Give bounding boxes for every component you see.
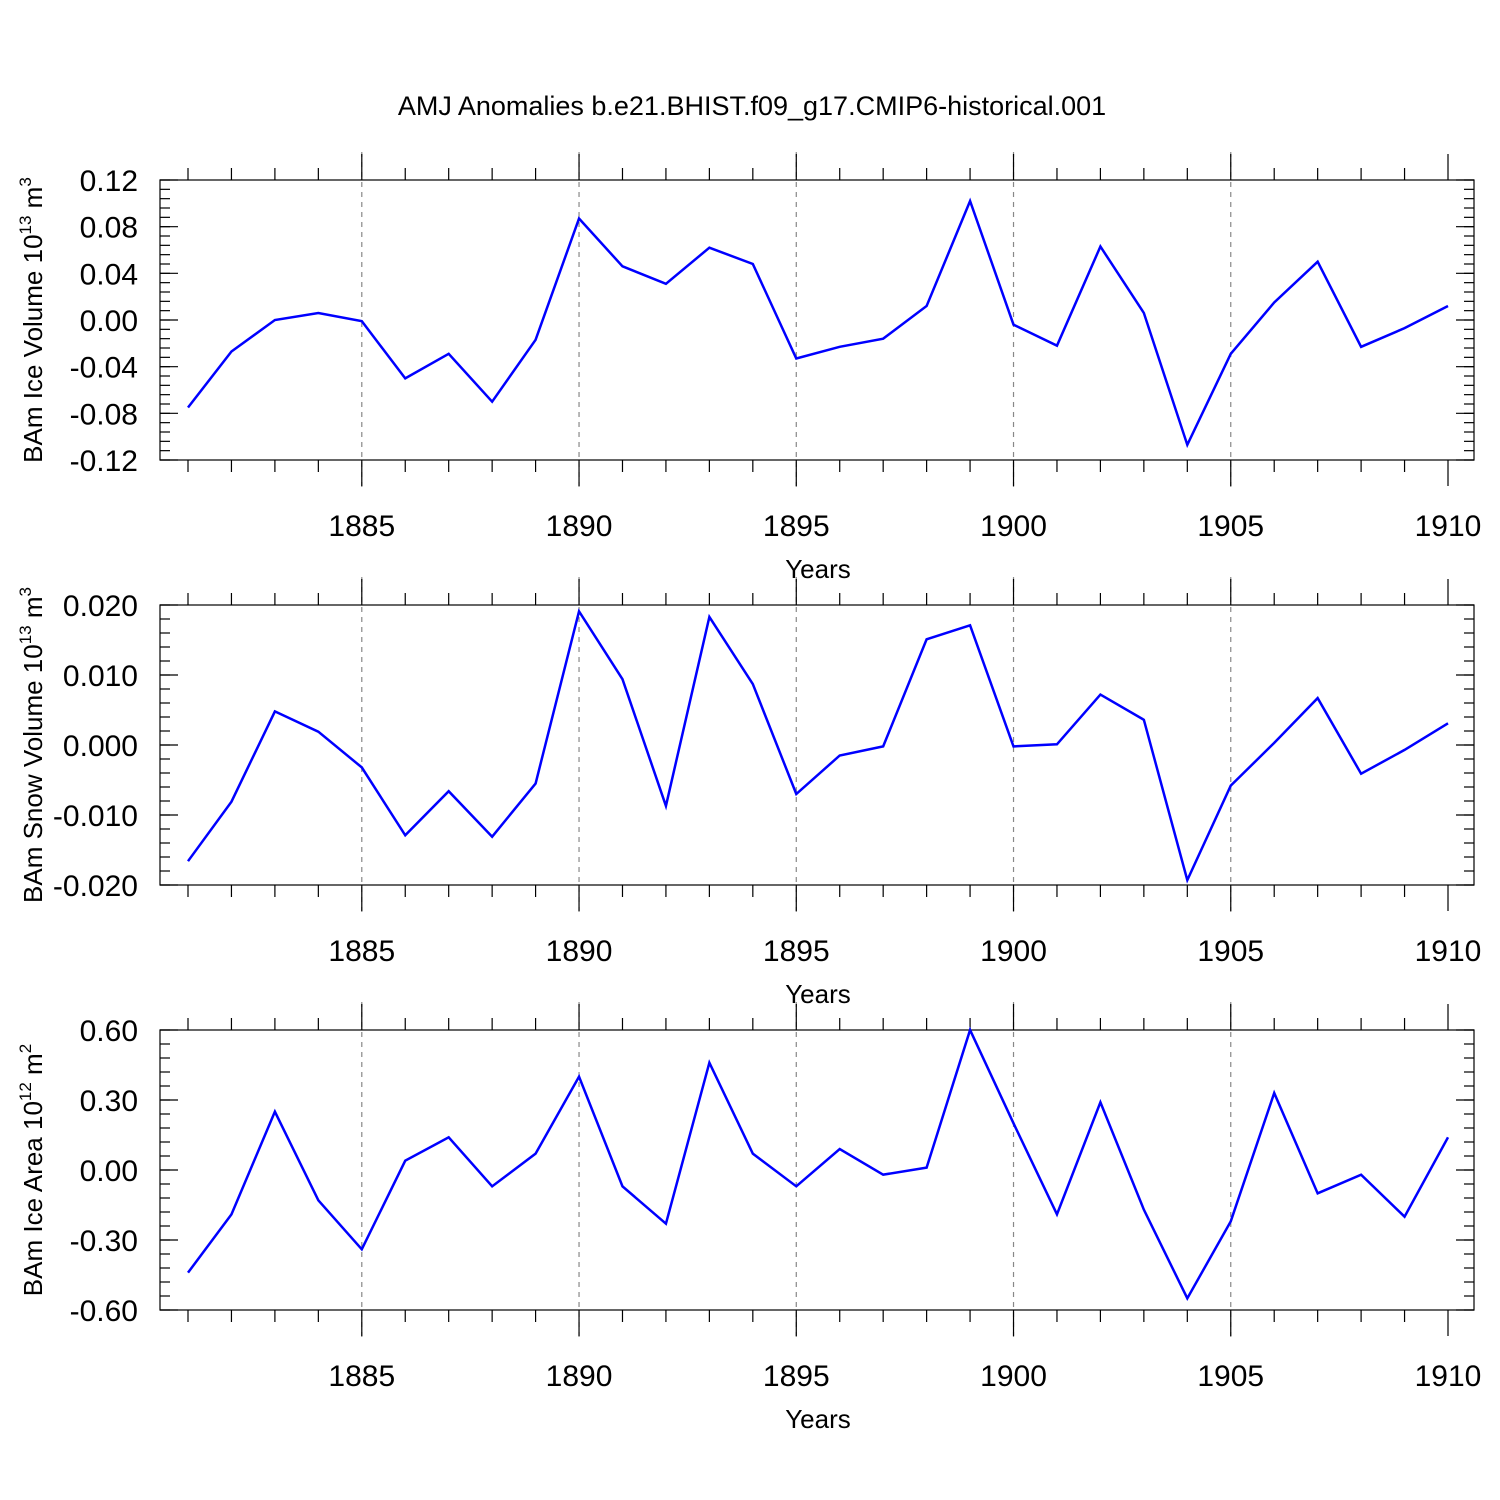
y-tick-label: 0.00 [80, 1155, 138, 1188]
y-tick-label: 0.08 [80, 212, 138, 245]
x-tick-label: 1900 [980, 1360, 1047, 1393]
y-tick-label: -0.020 [53, 870, 138, 903]
x-tick-label: 1885 [328, 1360, 395, 1393]
y-tick-label: 0.12 [80, 165, 138, 198]
x-tick-label: 1905 [1197, 935, 1264, 968]
snow-volume-panel: -0.020 -0.010 0.000 0.010 0.020 1885 1890 1895 1… [16, 577, 1481, 1009]
x-tick-label: 1890 [546, 1360, 613, 1393]
y-tick-label: -0.12 [70, 445, 138, 478]
x-tick-label: 1905 [1197, 510, 1264, 543]
y-tick-label: 0.60 [80, 1015, 138, 1048]
y-axis-title: BAm Snow Volume 1013 m3 [16, 587, 48, 903]
y-tick-label: 0.04 [80, 258, 138, 291]
y-tick-label: 0.30 [80, 1085, 138, 1118]
x-tick-label: 1890 [546, 510, 613, 543]
y-axis-title: BAm Ice Area 1012 m2 [16, 1044, 48, 1296]
ice-area-panel: -0.60 -0.30 0.00 0.30 0.60 1885 1890 1895 1900 19… [16, 1002, 1481, 1434]
x-tick-label: 1900 [980, 935, 1047, 968]
y-tick-label: -0.30 [70, 1225, 138, 1258]
y-tick-label: -0.60 [70, 1295, 138, 1328]
y-tick-label: -0.08 [70, 398, 138, 431]
y-axis-title: BAm Ice Volume 1013 m3 [16, 177, 48, 463]
y-tick-label: 0.00 [80, 305, 138, 338]
ice-volume-series-line [187, 197, 1449, 449]
x-tick-label: 1890 [546, 935, 613, 968]
x-axis-title: Years [785, 1404, 851, 1434]
snow-volume-series-line [186, 608, 1449, 884]
x-axis-title: Years [785, 979, 851, 1009]
x-tick-label: 1910 [1415, 1360, 1482, 1393]
x-tick-label: 1910 [1415, 935, 1482, 968]
ice-area-series-line [186, 1026, 1450, 1302]
y-tick-label: 0.000 [63, 730, 138, 763]
x-tick-label: 1900 [980, 510, 1047, 543]
plot-frame [159, 604, 1475, 886]
x-tick-label: 1885 [328, 510, 395, 543]
x-tick-label: 1895 [763, 935, 830, 968]
y-tick-label: -0.010 [53, 800, 138, 833]
x-tick-label: 1895 [763, 510, 830, 543]
x-tick-label: 1885 [328, 935, 395, 968]
x-tick-label: 1910 [1415, 510, 1482, 543]
x-tick-label: 1905 [1197, 1360, 1264, 1393]
x-axis-title: Years [785, 554, 851, 584]
ice-volume-panel: -0.12 -0.08 -0.04 0.00 0.04 0.08 0.12 1885 1890 1… [16, 152, 1481, 584]
y-tick-label: 0.010 [63, 660, 138, 693]
y-tick-label: -0.04 [70, 352, 138, 385]
y-tick-label: 0.020 [63, 590, 138, 623]
x-tick-label: 1895 [763, 1360, 830, 1393]
figure-title: AMJ Anomalies b.e21.BHIST.f09_g17.CMIP6-… [398, 91, 1106, 121]
